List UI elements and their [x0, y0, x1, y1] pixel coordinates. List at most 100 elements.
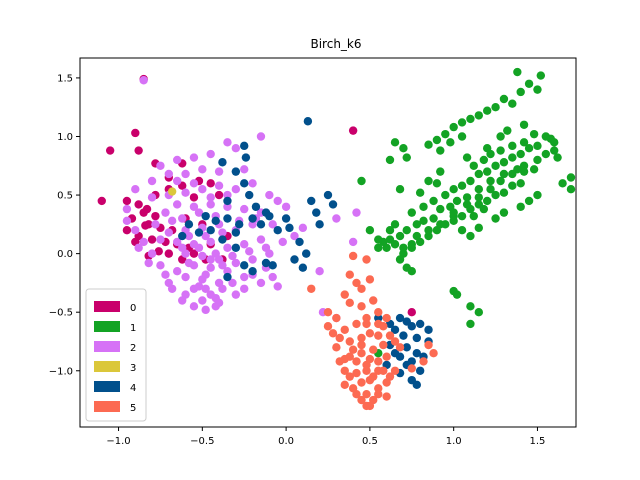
data-point: [240, 261, 249, 270]
points-layer: [97, 67, 576, 411]
data-point: [407, 240, 416, 249]
data-point: [261, 258, 271, 268]
data-point: [206, 179, 215, 188]
data-point: [147, 249, 157, 258]
data-point: [256, 132, 266, 141]
data-point: [362, 313, 371, 323]
data-point: [214, 190, 224, 200]
data-point: [231, 258, 241, 268]
data-point: [248, 267, 257, 276]
data-point: [382, 352, 391, 361]
data-point: [234, 220, 244, 229]
data-point: [457, 211, 467, 221]
data-point: [369, 345, 378, 354]
data-point: [424, 176, 433, 186]
data-point: [374, 357, 383, 366]
data-point: [223, 243, 232, 252]
data-point: [189, 202, 199, 211]
data-point: [194, 243, 204, 252]
data-point: [415, 188, 425, 197]
data-point: [131, 226, 140, 235]
data-point: [268, 220, 277, 229]
data-point: [231, 144, 241, 153]
data-point: [340, 325, 349, 334]
data-point: [402, 263, 411, 272]
data-point: [566, 185, 576, 194]
data-point: [499, 169, 509, 179]
data-point: [474, 185, 484, 194]
data-point: [323, 190, 333, 200]
data-point: [194, 208, 204, 217]
legend-swatch: [94, 381, 120, 392]
data-point: [298, 223, 308, 233]
data-point: [395, 313, 405, 323]
data-point: [181, 188, 190, 197]
data-point: [352, 357, 361, 366]
data-point: [178, 231, 187, 241]
data-point: [399, 144, 408, 153]
data-point: [201, 270, 210, 279]
data-point: [240, 179, 249, 188]
data-point: [206, 149, 215, 159]
data-point: [365, 354, 375, 364]
data-point: [402, 226, 411, 235]
data-point: [479, 204, 489, 214]
data-point: [516, 179, 525, 188]
data-point: [362, 390, 371, 399]
data-point: [248, 179, 257, 188]
data-point: [390, 325, 400, 334]
data-point: [503, 126, 512, 135]
data-point: [466, 231, 475, 241]
data-point: [395, 343, 405, 352]
data-point: [558, 179, 567, 188]
series-3: [167, 187, 177, 196]
data-point: [390, 220, 400, 229]
data-point: [550, 138, 559, 147]
data-point: [436, 167, 445, 176]
data-point: [144, 258, 153, 268]
data-point: [362, 401, 371, 411]
data-point: [181, 272, 190, 282]
data-point: [357, 284, 366, 293]
data-point: [290, 255, 299, 264]
data-point: [533, 85, 542, 94]
data-point: [172, 237, 182, 247]
chart-title: Birch_k6: [310, 37, 361, 51]
data-point: [357, 395, 366, 405]
data-point: [395, 231, 405, 241]
data-point: [553, 153, 562, 162]
data-point: [415, 366, 425, 375]
data-point: [424, 325, 433, 334]
data-point: [362, 319, 371, 329]
data-point: [508, 181, 517, 190]
x-tick-label: 0.0: [278, 436, 294, 447]
data-point: [352, 390, 361, 399]
axes-frame: [79, 57, 577, 428]
data-point: [285, 223, 294, 233]
data-point: [231, 243, 241, 252]
data-point: [122, 216, 132, 226]
data-point: [290, 231, 299, 241]
data-point: [139, 208, 148, 217]
data-point: [256, 278, 266, 288]
data-point: [167, 187, 177, 196]
data-point: [374, 384, 383, 393]
y-tick-label: 0.0: [57, 249, 73, 260]
data-point: [218, 261, 227, 270]
data-point: [382, 243, 391, 252]
data-point: [240, 204, 249, 214]
data-point: [172, 155, 182, 165]
data-point: [357, 340, 366, 350]
legend: 0 1 2 3 4 5: [85, 288, 147, 422]
data-point: [97, 196, 106, 206]
data-point: [352, 278, 361, 288]
data-point: [194, 228, 204, 237]
data-point: [268, 261, 277, 270]
data-point: [399, 331, 408, 340]
data-point: [457, 226, 467, 235]
data-point: [419, 202, 428, 211]
data-point: [390, 366, 400, 375]
data-point: [340, 380, 349, 390]
data-point: [499, 94, 509, 104]
